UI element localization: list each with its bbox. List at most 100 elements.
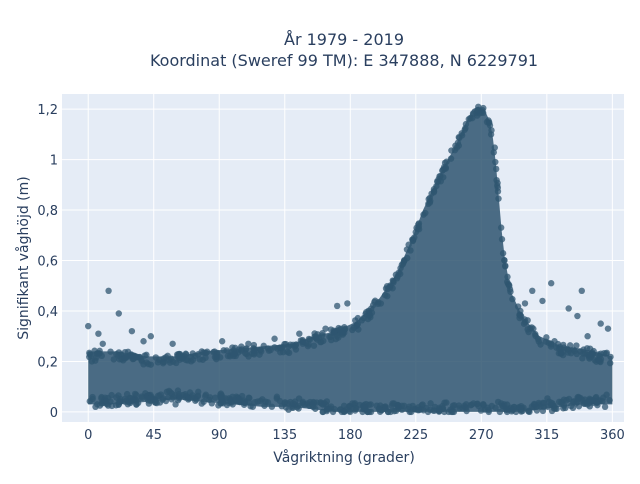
data-point [202,354,209,361]
outlier-point [529,287,536,294]
data-point [299,338,306,346]
data-point [211,353,219,361]
data-point [443,158,450,165]
data-point [107,348,114,355]
data-point [103,398,110,405]
data-point [498,236,506,243]
outlier-point [521,300,529,307]
data-point [192,397,199,404]
data-point [566,342,574,349]
data-point [250,341,258,349]
data-point [499,250,507,257]
data-point [145,400,153,407]
data-point [507,288,514,295]
data-point [319,401,326,408]
data-point [430,188,438,196]
data-point [495,195,502,202]
data-point [256,351,263,358]
data-point [447,155,455,162]
x-tick-label: 360 [600,428,625,443]
data-point [251,398,259,406]
data-point [593,399,601,407]
data-point [361,404,368,411]
y-tick-label: 1 [50,154,58,169]
data-point [467,114,474,122]
data-point [540,400,548,407]
outlier-point [147,333,155,340]
data-point [563,396,570,404]
data-point [129,353,137,361]
data-point [185,395,193,402]
data-point [217,393,224,400]
data-point [257,346,264,353]
data-point [115,352,122,359]
y-axis-ticks: 0 0,2 0,4 0,6 0,8 1 1,2 [37,103,58,421]
data-point [501,401,508,408]
data-point [462,401,470,408]
data-point [547,343,555,350]
data-point [154,359,162,366]
data-point [504,273,511,281]
data-point [366,311,374,319]
data-point [289,400,297,407]
data-point [92,357,99,364]
data-point [267,346,274,354]
data-point [514,303,522,310]
x-tick-label: 90 [211,428,228,443]
data-point [501,257,508,264]
data-point [585,351,593,359]
data-point [606,359,614,367]
data-point [323,398,331,405]
data-point [524,326,531,333]
outlier-point [597,320,604,327]
outlier-point [344,300,351,307]
data-point [422,209,429,217]
data-point [285,349,293,357]
x-tick-label: 0 [84,428,92,443]
outlier-point [548,280,555,287]
data-point [245,353,252,360]
data-point [157,391,165,398]
data-point [547,399,555,406]
data-point [115,398,123,405]
outlier-point [140,338,147,345]
data-point [502,263,509,270]
outlier-point [95,330,102,337]
data-point [223,347,230,354]
data-point [174,353,181,360]
data-point [327,405,334,412]
data-point [554,340,562,348]
data-point [454,139,462,146]
y-tick-label: 0,6 [37,255,58,270]
outlier-point [601,403,609,411]
data-point [492,158,499,166]
outlier-point [584,333,591,340]
data-point [377,407,385,414]
data-point [211,348,218,355]
data-point [349,400,356,407]
data-point [408,408,415,416]
data-point [602,350,610,357]
data-point [373,402,380,409]
data-point [509,295,516,303]
outlier-point [115,310,122,317]
data-point [427,197,434,205]
data-point [579,355,586,362]
data-point [427,400,434,407]
data-point [326,333,333,341]
data-point [400,402,408,410]
data-point [477,407,485,414]
data-point [569,404,577,412]
data-point [436,173,443,180]
data-point [480,104,487,112]
data-point [490,149,497,156]
data-point [273,393,281,400]
y-tick-label: 0,2 [37,355,58,370]
y-tick-label: 1,2 [37,103,58,118]
data-point [182,350,189,357]
data-point [86,349,93,357]
x-tick-label: 315 [534,428,559,443]
outlier-point [172,401,179,408]
outlier-point [128,327,136,335]
data-point [110,356,117,363]
